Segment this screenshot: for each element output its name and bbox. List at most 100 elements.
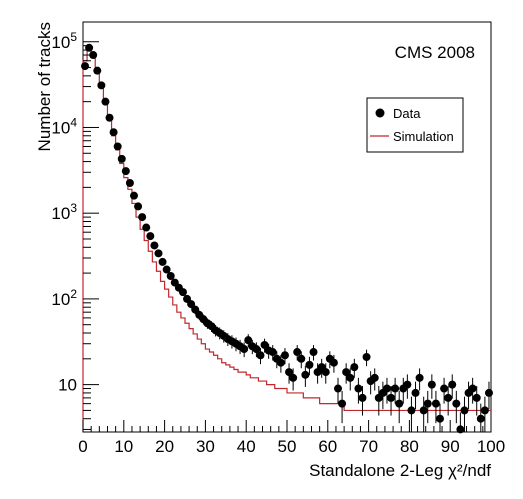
data-point bbox=[297, 354, 306, 363]
x-tick-label: 70 bbox=[359, 437, 378, 456]
data-point bbox=[346, 373, 355, 382]
x-tick-label: 100 bbox=[477, 437, 505, 456]
x-tick-label: 10 bbox=[114, 437, 133, 456]
data-point bbox=[150, 241, 159, 250]
axes-layer: 0 10 20 30 40 50 60 70 80 90 100 10 102 103 104 105 bbox=[51, 30, 505, 456]
data-point bbox=[423, 399, 432, 408]
x-tick-label: 30 bbox=[196, 437, 215, 456]
y-axis-title: Number of tracks bbox=[35, 22, 54, 151]
data-point bbox=[387, 393, 396, 402]
data-point bbox=[305, 360, 314, 369]
data-point bbox=[125, 178, 134, 187]
y-tick-label: 102 bbox=[51, 287, 77, 309]
data-point bbox=[440, 384, 449, 393]
data-point bbox=[321, 368, 330, 377]
data-point bbox=[154, 249, 163, 258]
data-point bbox=[293, 348, 302, 357]
data-point bbox=[334, 384, 342, 393]
data-point bbox=[138, 213, 147, 222]
data-point bbox=[411, 388, 420, 397]
data-point bbox=[256, 351, 265, 360]
data-point bbox=[89, 51, 98, 60]
legend-data-label: Data bbox=[393, 106, 421, 121]
data-point bbox=[187, 300, 196, 309]
data-point bbox=[452, 399, 461, 408]
data-point bbox=[268, 348, 277, 357]
x-tick-label: 20 bbox=[155, 437, 174, 456]
data-point bbox=[342, 368, 351, 377]
data-point bbox=[484, 388, 493, 397]
data-point bbox=[480, 406, 489, 415]
data-point bbox=[358, 393, 367, 402]
data-point bbox=[362, 352, 371, 361]
x-tick-label: 80 bbox=[400, 437, 419, 456]
data-point bbox=[456, 425, 465, 434]
data-point bbox=[403, 380, 412, 389]
data-point bbox=[350, 363, 359, 372]
data-point bbox=[395, 399, 404, 408]
data-point bbox=[427, 380, 436, 389]
y-tick-label: 105 bbox=[51, 30, 77, 52]
data-point bbox=[415, 373, 424, 382]
data-point bbox=[472, 393, 481, 402]
data-point bbox=[85, 43, 94, 52]
data-point bbox=[285, 368, 294, 377]
data-point bbox=[476, 414, 485, 423]
data-point bbox=[460, 406, 469, 415]
x-axis-title: Standalone 2-Leg χ²/ndf bbox=[309, 461, 491, 480]
data-point bbox=[338, 399, 347, 408]
x-tick-label: 50 bbox=[278, 437, 297, 456]
data-point bbox=[162, 265, 171, 274]
data-point bbox=[244, 336, 253, 345]
data-point bbox=[431, 399, 440, 408]
data-point bbox=[178, 288, 187, 297]
legend-simulation-label: Simulation bbox=[393, 129, 454, 144]
data-point bbox=[382, 384, 391, 393]
data-point bbox=[113, 142, 122, 151]
data-point bbox=[444, 393, 453, 402]
data-point bbox=[391, 384, 400, 393]
data-point bbox=[142, 223, 151, 232]
data-point bbox=[354, 384, 363, 393]
x-tick-label: 0 bbox=[78, 437, 87, 456]
data-point bbox=[468, 384, 477, 393]
data-point bbox=[370, 373, 379, 382]
data-point bbox=[130, 191, 138, 200]
data-point bbox=[97, 81, 106, 90]
data-point bbox=[419, 406, 428, 415]
data-point bbox=[301, 370, 310, 379]
data-point bbox=[252, 345, 261, 354]
data-point bbox=[289, 373, 298, 382]
data-point bbox=[146, 232, 155, 241]
legend-box bbox=[366, 97, 464, 153]
data-point bbox=[276, 358, 285, 367]
legend: Data Simulation bbox=[366, 97, 464, 153]
data-point bbox=[93, 66, 102, 75]
y-tick-label: 10 bbox=[58, 376, 77, 395]
data-point bbox=[260, 340, 269, 349]
x-tick-label: 90 bbox=[441, 437, 460, 456]
data-point bbox=[166, 271, 175, 280]
cms-annotation: CMS 2008 bbox=[395, 43, 475, 62]
x-tick-label: 60 bbox=[318, 437, 337, 456]
data-point bbox=[105, 113, 114, 122]
data-point bbox=[436, 414, 444, 423]
data-point bbox=[121, 167, 130, 176]
data-point bbox=[117, 154, 126, 163]
data-point bbox=[448, 380, 457, 389]
data-point bbox=[158, 257, 167, 266]
legend-data-marker bbox=[375, 108, 385, 118]
x-tick-label: 40 bbox=[237, 437, 256, 456]
y-tick-label: 103 bbox=[51, 201, 77, 223]
data-point bbox=[309, 348, 318, 357]
y-tick-label: 104 bbox=[51, 115, 77, 137]
data-point bbox=[407, 406, 416, 415]
data-point bbox=[280, 351, 289, 360]
data-point bbox=[109, 128, 118, 137]
data-point bbox=[240, 345, 249, 354]
data-point bbox=[134, 202, 143, 211]
data-layer bbox=[81, 43, 493, 434]
data-point bbox=[101, 97, 110, 106]
data-point bbox=[329, 358, 338, 367]
